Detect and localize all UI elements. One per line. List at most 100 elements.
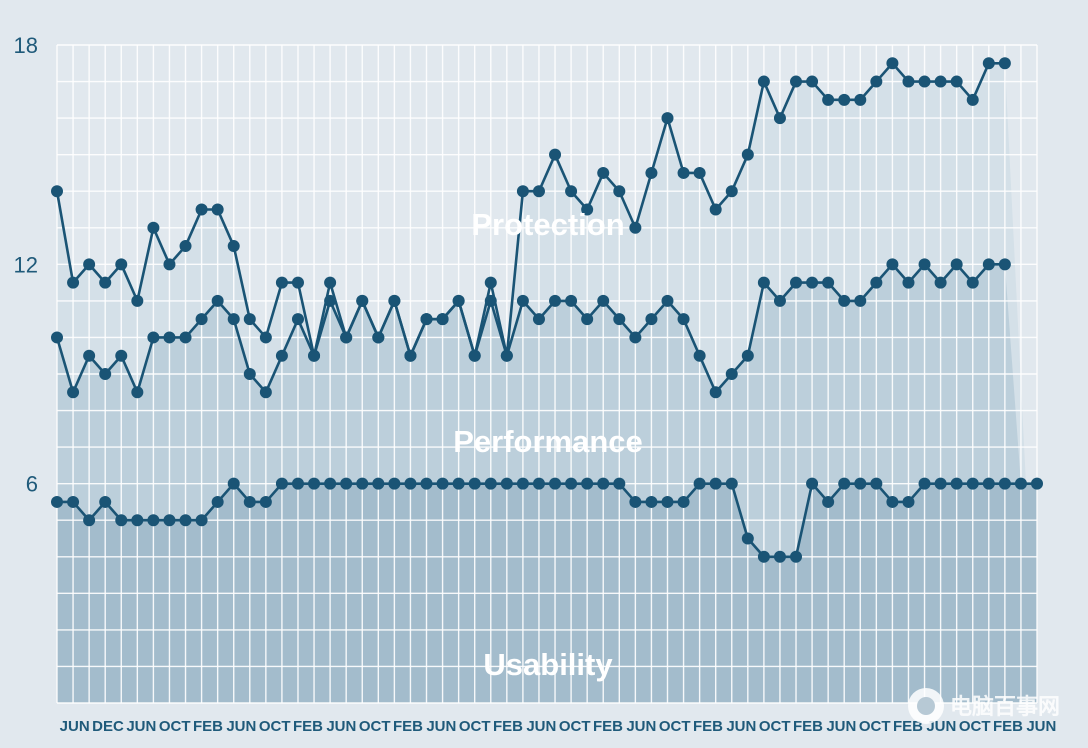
usability-point [324, 477, 337, 490]
performance-point [790, 276, 803, 289]
usability-point [147, 514, 160, 527]
performance-point [581, 313, 594, 326]
x-tick-label: JUN [926, 718, 956, 735]
x-tick-label: FEB [793, 718, 823, 735]
x-tick-label: OCT [659, 718, 691, 735]
usability-point [516, 477, 529, 490]
performance-point [565, 294, 578, 307]
x-tick-label: JUN [326, 718, 356, 735]
protection-point [581, 203, 594, 216]
usability-point [163, 514, 176, 527]
usability-point [645, 495, 658, 508]
x-tick-label: FEB [893, 718, 923, 735]
protection-point [757, 75, 770, 88]
usability-point [468, 477, 481, 490]
protection-point [549, 148, 562, 161]
x-tick-label: FEB [193, 718, 223, 735]
protection-point [693, 166, 706, 179]
protection-point [243, 313, 256, 326]
usability-point [838, 477, 851, 490]
performance-point [998, 258, 1011, 271]
x-tick-label: DEC [92, 718, 124, 735]
protection-point [179, 240, 192, 253]
x-tick-label: JUN [60, 718, 90, 735]
usability-point [131, 514, 144, 527]
usability-point [757, 550, 770, 563]
x-tick-label: OCT [759, 718, 791, 735]
performance-point [950, 258, 963, 271]
protection-point [597, 166, 610, 179]
performance-point [67, 386, 80, 399]
protection-point [950, 75, 963, 88]
protection-point [275, 276, 288, 289]
usability-point [67, 495, 80, 508]
usability-point [51, 495, 63, 508]
protection-point [741, 148, 754, 161]
performance-point [902, 276, 915, 289]
y-tick-label: 6 [26, 472, 38, 497]
usability-point [773, 550, 786, 563]
usability-point [115, 514, 128, 527]
x-tick-label: JUN [726, 718, 756, 735]
x-tick-label: JUN [1026, 718, 1056, 735]
protection-point [870, 75, 883, 88]
x-tick-label: FEB [593, 718, 623, 735]
protection-point [565, 185, 578, 198]
x-tick-label: OCT [159, 718, 191, 735]
usability-point [179, 514, 192, 527]
x-tick-label: JUN [826, 718, 856, 735]
protection-point [131, 294, 144, 307]
performance-point [966, 276, 979, 289]
usability-label: Usability [483, 647, 613, 682]
usability-point [661, 495, 674, 508]
performance-point [147, 331, 160, 344]
performance-point [227, 313, 240, 326]
protection-point [500, 349, 513, 362]
protection-point [934, 75, 947, 88]
protection-point [532, 185, 545, 198]
performance-point [661, 294, 674, 307]
performance-point [51, 331, 63, 344]
usability-point [677, 495, 690, 508]
performance-point [211, 294, 224, 307]
usability-point [356, 477, 369, 490]
usability-point [629, 495, 642, 508]
x-tick-label: FEB [293, 718, 323, 735]
protection-point [67, 276, 80, 289]
protection-point [709, 203, 722, 216]
x-tick-label: FEB [993, 718, 1023, 735]
x-tick-label: JUN [126, 718, 156, 735]
usability-point [934, 477, 947, 490]
performance-point [275, 349, 288, 362]
protection-point [452, 294, 465, 307]
performance-point [806, 276, 819, 289]
performance-point [629, 331, 642, 344]
usability-point [966, 477, 979, 490]
usability-point [1031, 477, 1043, 490]
performance-point [645, 313, 658, 326]
performance-point [725, 368, 738, 380]
usability-point [886, 495, 899, 508]
protection-point [661, 112, 674, 125]
usability-point [388, 477, 401, 490]
protection-point [982, 57, 995, 70]
usability-point [99, 495, 112, 508]
x-tick-label: FEB [493, 718, 523, 735]
performance-point [115, 349, 128, 362]
y-tick-label: 18 [14, 33, 38, 58]
protection-point [259, 331, 272, 344]
protection-point [886, 57, 899, 70]
usability-point [549, 477, 562, 490]
protection-point [484, 276, 497, 289]
x-tick-label: JUN [526, 718, 556, 735]
performance-point [195, 313, 208, 326]
watermark-logo-inner [917, 697, 935, 715]
usability-point [195, 514, 208, 527]
usability-point [725, 477, 738, 490]
performance-point [597, 294, 610, 307]
performance-point [838, 294, 851, 307]
protection-point [195, 203, 208, 216]
x-tick-label: OCT [359, 718, 391, 735]
protection-point [838, 93, 851, 106]
performance-point [982, 258, 995, 271]
